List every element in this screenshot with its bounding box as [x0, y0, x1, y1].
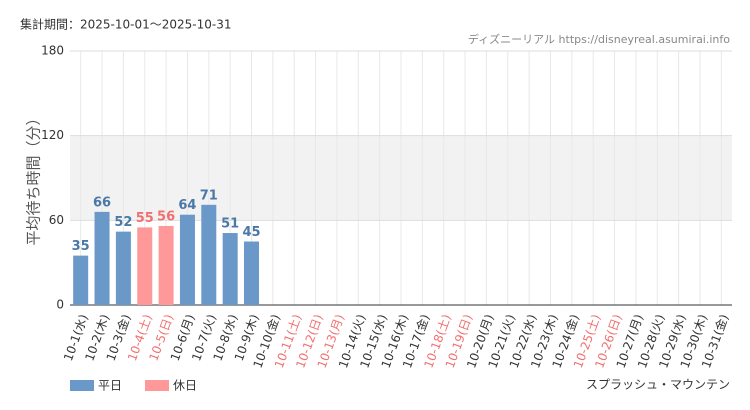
y-tick-label: 120: [41, 128, 64, 142]
legend-label: 休日: [173, 379, 197, 393]
attraction-name: スプラッシュ・マウンテン: [586, 378, 730, 392]
bar: [115, 231, 131, 305]
value-label: 45: [242, 225, 260, 240]
value-label: 35: [72, 239, 90, 254]
y-tick-label: 60: [49, 213, 64, 227]
bar: [201, 204, 217, 305]
y-tick-label: 0: [56, 298, 64, 312]
bar: [222, 233, 238, 305]
y-axis-label: 平均待ち時間（分）: [25, 110, 43, 245]
bar: [179, 214, 195, 305]
bar: [73, 255, 89, 305]
y-tick-label: 180: [41, 44, 64, 58]
value-label: 56: [157, 209, 175, 224]
bar: [137, 227, 153, 305]
value-label: 66: [93, 195, 111, 210]
subtitle: 集計期間：2025-10-01～2025-10-31: [20, 17, 231, 32]
source: ディズニーリアル https://disneyreal.asumirai.inf…: [468, 32, 730, 46]
legend-label: 平日: [98, 379, 122, 393]
bar: [94, 211, 110, 305]
bar: [158, 225, 174, 305]
legend-swatch: [145, 380, 169, 391]
value-label: 64: [178, 198, 196, 213]
bar: [244, 241, 260, 305]
value-label: 51: [221, 217, 239, 232]
legend-swatch: [70, 380, 94, 391]
value-label: 55: [136, 211, 154, 226]
value-label: 71: [200, 188, 218, 203]
value-label: 52: [114, 215, 132, 230]
